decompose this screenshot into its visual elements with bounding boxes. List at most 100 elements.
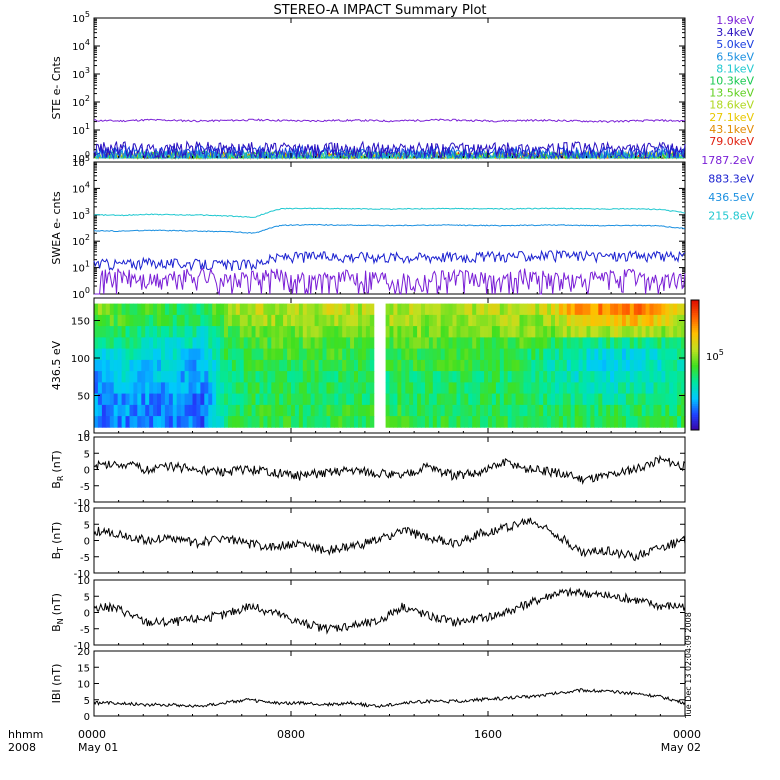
heatmap-cell xyxy=(637,314,643,327)
heatmap-cell xyxy=(602,393,607,406)
heatmap-cell xyxy=(294,371,300,383)
heatmap-cell xyxy=(161,416,166,428)
heatmap-cell xyxy=(397,416,402,428)
heatmap-cell xyxy=(137,337,142,349)
heatmap-cell xyxy=(188,393,194,406)
heatmap-cell xyxy=(409,359,414,372)
heatmap-cell xyxy=(622,382,627,394)
heatmap-cell xyxy=(566,348,572,361)
heatmap-cell xyxy=(310,359,316,372)
heatmap-cell xyxy=(574,382,580,394)
heatmap-cell xyxy=(354,303,359,316)
heatmap-cell xyxy=(444,314,450,327)
heatmap-cell xyxy=(649,348,654,361)
heatmap-cell xyxy=(369,359,375,372)
ylabel-main: B xyxy=(50,624,63,632)
heatmap-cell xyxy=(413,314,418,327)
heatmap-cell xyxy=(235,337,241,349)
heatmap-cell xyxy=(172,303,178,316)
heatmap-cell xyxy=(338,326,343,338)
heatmap-cell xyxy=(417,393,422,406)
heatmap-cell xyxy=(393,337,398,349)
heatmap-cell xyxy=(432,348,438,361)
y-tick-label: 105 xyxy=(72,10,90,25)
heatmap-cell xyxy=(298,314,304,327)
heatmap-cell xyxy=(641,371,647,383)
heatmap-cell xyxy=(428,393,434,406)
heatmap-cell xyxy=(519,348,524,361)
heatmap-cell xyxy=(133,359,138,372)
ylabel-sub: T xyxy=(56,547,65,553)
heatmap-cell xyxy=(176,303,182,316)
heatmap-cell xyxy=(566,371,572,383)
heatmap-cell xyxy=(196,314,201,327)
heatmap-cell xyxy=(657,404,662,417)
heatmap-cell xyxy=(622,404,627,417)
heatmap-cell xyxy=(255,416,260,428)
heatmap-cell xyxy=(594,326,599,338)
heatmap-cell xyxy=(172,337,178,349)
heatmap-cell xyxy=(432,404,438,417)
y-tick-label: 0 xyxy=(84,429,90,440)
heatmap-cell xyxy=(653,393,658,406)
heatmap-cell xyxy=(566,404,572,417)
heatmap-cell xyxy=(168,337,174,349)
heatmap-cell xyxy=(444,359,450,372)
heatmap-cell xyxy=(499,314,505,327)
heatmap-cell xyxy=(629,326,635,338)
heatmap-cell xyxy=(547,393,552,406)
legend-entry-8.1keV: 8.1keV xyxy=(716,62,754,75)
heatmap-cell xyxy=(393,371,398,383)
heatmap-cell xyxy=(97,337,103,349)
heatmap-cell xyxy=(681,337,686,349)
heatmap-cell xyxy=(393,314,398,327)
heatmap-cell xyxy=(622,314,627,327)
heatmap-cell xyxy=(208,337,213,349)
y-tick-mantissa: 10 xyxy=(72,237,85,248)
heatmap-cell xyxy=(275,359,280,372)
heatmap-cell xyxy=(354,371,359,383)
heatmap-cell xyxy=(318,416,324,428)
heatmap-cell xyxy=(94,337,99,349)
heatmap-cell xyxy=(574,416,580,428)
heatmap-cell xyxy=(464,382,469,394)
heatmap-cell xyxy=(141,303,146,316)
heatmap-cell xyxy=(275,337,280,349)
heatmap-cell xyxy=(614,393,619,406)
heatmap-cell xyxy=(582,314,588,327)
heatmap-cell xyxy=(539,382,544,394)
heatmap-cell xyxy=(413,371,418,383)
heatmap-cell xyxy=(231,416,237,428)
heatmap-cell xyxy=(164,303,170,316)
heatmap-cell xyxy=(224,337,229,349)
y-tick-label: 5 xyxy=(84,696,90,707)
heatmap-cell xyxy=(594,393,599,406)
heatmap-cell xyxy=(239,337,245,349)
heatmap-cell xyxy=(464,393,469,406)
heatmap-cell xyxy=(409,314,414,327)
heatmap-cell xyxy=(168,416,174,428)
heatmap-cell xyxy=(637,359,643,372)
heatmap-cell xyxy=(133,326,138,338)
ylabel-sub: R xyxy=(56,475,65,481)
heatmap-cell xyxy=(405,326,410,338)
heatmap-cell xyxy=(172,416,178,428)
heatmap-cell xyxy=(673,382,678,394)
heatmap-cell xyxy=(657,371,662,383)
heatmap-cell xyxy=(488,393,493,406)
heatmap-cell xyxy=(551,359,556,372)
heatmap-cell xyxy=(507,393,513,406)
heatmap-cell xyxy=(231,337,237,349)
heatmap-cell xyxy=(436,382,442,394)
heatmap-cell xyxy=(649,359,654,372)
heatmap-cell xyxy=(432,416,438,428)
heatmap-cell xyxy=(137,382,142,394)
heatmap-cell xyxy=(228,393,233,406)
heatmap-cell xyxy=(594,416,599,428)
heatmap-cell xyxy=(121,303,127,316)
heatmap-cell xyxy=(263,337,268,349)
heatmap-cell xyxy=(515,416,521,428)
heatmap-cell xyxy=(389,303,394,316)
heatmap-cell xyxy=(224,393,229,406)
heatmap-cell xyxy=(184,404,190,417)
